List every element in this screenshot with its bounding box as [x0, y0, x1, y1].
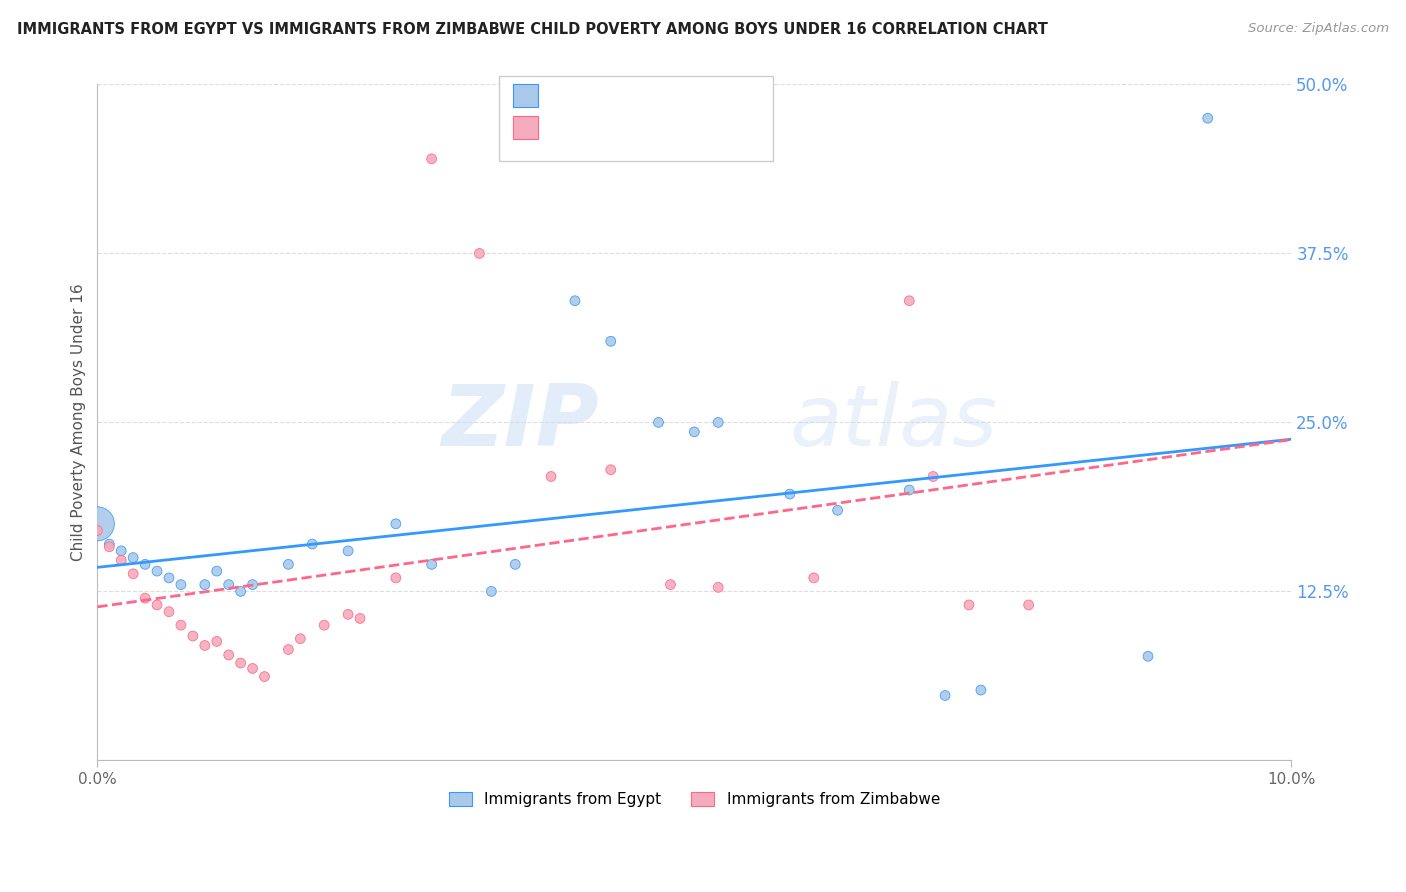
Point	[385, 571, 408, 585]
Point	[599, 463, 621, 477]
Point	[599, 334, 621, 349]
Text: R =: R =	[547, 88, 581, 103]
Point	[540, 469, 562, 483]
Point	[707, 416, 730, 430]
Text: 32: 32	[678, 120, 699, 135]
Point	[479, 584, 502, 599]
Point	[468, 246, 491, 260]
Point	[420, 558, 443, 572]
Point	[242, 577, 264, 591]
Text: Source: ZipAtlas.com: Source: ZipAtlas.com	[1249, 22, 1389, 36]
Legend: Immigrants from Egypt, Immigrants from Zimbabwe: Immigrants from Egypt, Immigrants from Z…	[443, 786, 946, 814]
Point	[934, 689, 956, 703]
Point	[277, 558, 299, 572]
Point	[194, 577, 217, 591]
Point	[337, 544, 360, 558]
Point	[647, 416, 669, 430]
Point	[157, 605, 180, 619]
Point	[827, 503, 849, 517]
Text: ZIP: ZIP	[441, 381, 599, 464]
Text: 0.084: 0.084	[586, 120, 634, 135]
Point	[205, 564, 228, 578]
Point	[218, 577, 240, 591]
Text: N =: N =	[634, 120, 678, 135]
Point	[707, 580, 730, 594]
Point	[229, 584, 252, 599]
Point	[181, 629, 204, 643]
Point	[122, 550, 145, 565]
Point	[301, 537, 323, 551]
Point	[122, 566, 145, 581]
Point	[1018, 598, 1040, 612]
Point	[803, 571, 825, 585]
Point	[385, 516, 408, 531]
Point	[1137, 649, 1160, 664]
Point	[957, 598, 980, 612]
Point	[110, 553, 132, 567]
Point	[659, 577, 682, 591]
Point	[205, 634, 228, 648]
Point	[337, 607, 360, 622]
Point	[110, 544, 132, 558]
Text: IMMIGRANTS FROM EGYPT VS IMMIGRANTS FROM ZIMBABWE CHILD POVERTY AMONG BOYS UNDER: IMMIGRANTS FROM EGYPT VS IMMIGRANTS FROM…	[17, 22, 1047, 37]
Point	[242, 661, 264, 675]
Point	[170, 577, 193, 591]
Point	[134, 591, 156, 606]
Point	[170, 618, 193, 632]
Point	[922, 469, 945, 483]
Text: atlas: atlas	[790, 381, 998, 464]
Point	[229, 656, 252, 670]
Point	[146, 564, 169, 578]
Point	[349, 611, 371, 625]
Text: 32: 32	[678, 88, 699, 103]
Point	[420, 152, 443, 166]
Point	[98, 540, 121, 554]
Point	[503, 558, 526, 572]
Point	[779, 487, 801, 501]
Point	[1197, 112, 1219, 126]
Point	[970, 683, 993, 698]
Point	[290, 632, 312, 646]
Y-axis label: Child Poverty Among Boys Under 16: Child Poverty Among Boys Under 16	[72, 284, 86, 561]
Point	[194, 639, 217, 653]
Point	[218, 648, 240, 662]
Point	[564, 293, 586, 308]
Point	[146, 598, 169, 612]
Text: R =: R =	[547, 120, 581, 135]
Text: 0.140: 0.140	[586, 88, 634, 103]
Point	[253, 669, 276, 683]
Point	[683, 425, 706, 439]
Point	[86, 516, 108, 531]
Point	[157, 571, 180, 585]
Point	[277, 642, 299, 657]
Point	[134, 558, 156, 572]
Point	[898, 483, 921, 497]
Point	[98, 537, 121, 551]
Point	[898, 293, 921, 308]
Point	[86, 524, 108, 538]
Text: N =: N =	[634, 88, 678, 103]
Point	[314, 618, 336, 632]
